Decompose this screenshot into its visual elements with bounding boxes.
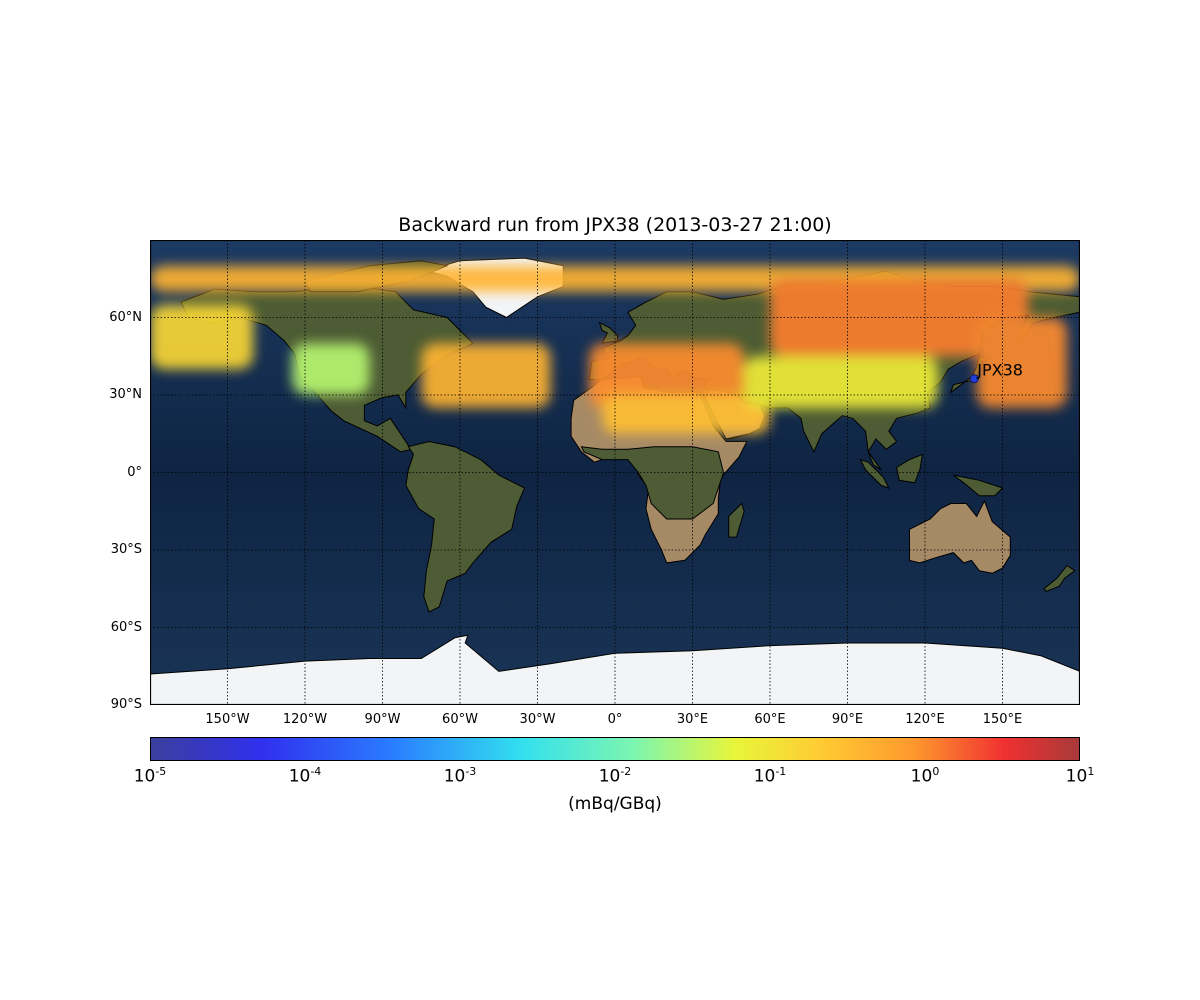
plume-sahara-arabia [602,395,770,434]
south-america-land [405,440,526,613]
chart-title: Backward run from JPX38 (2013-03-27 21:0… [398,214,832,236]
lon-tick-label: 30°E [676,712,709,727]
uk-land [598,321,619,344]
tick-base: 10 [133,766,156,787]
map-border [150,240,1080,705]
colorbar-unit-label: (mBq/GBq) [568,794,662,814]
lat-tick-label: 60°S [110,619,142,635]
plume-north-america [292,343,370,395]
tick-exponent: 1 [1087,765,1095,778]
colorbar-tick-label: 10-1 [740,765,800,787]
station-marker[interactable] [969,374,979,384]
new-guinea-land [953,474,1004,497]
plume-east-pacific-alaska [150,304,254,370]
station-label: JPX38 [976,361,1023,380]
tick-exponent: -3 [465,765,477,778]
tick-base: 10 [1065,766,1088,787]
colorbar-tick-label: 10-5 [120,765,180,787]
tick-base: 10 [443,766,466,787]
lon-tick-label: 90°W [364,712,401,727]
tick-exponent: 0 [932,765,940,778]
tick-base: 10 [288,766,311,787]
borneo-land [896,453,924,484]
lat-tick-label: 0° [127,464,142,480]
lat-tick-label: 60°N [109,309,142,325]
lon-tick-label: 60°E [754,712,786,727]
map-frame[interactable]: JPX38 [150,240,1080,705]
australia-land [909,499,1011,574]
central-africa-land [580,446,725,520]
lon-tick-label: 90°E [831,712,864,727]
colorbar-tick-label: 10-2 [585,765,645,787]
lon-tick-label: 0° [607,712,623,727]
lat-tick-label: 30°N [109,387,142,402]
lat-tick-label: 30°S [110,542,142,557]
map-canvas[interactable]: JPX38 [150,240,1080,705]
tick-base: 10 [753,766,776,787]
tick-exponent: -2 [620,765,632,778]
lon-tick-label: 120°E [905,712,945,727]
tick-base: 10 [910,766,933,787]
lon-tick-label: 60°W [442,712,478,727]
tick-base: 10 [598,766,621,787]
station-layer: JPX38 [969,361,1023,384]
madagascar-land [728,502,745,538]
colorbar-tick-label: 10-4 [275,765,335,787]
sumatra-land [859,458,890,489]
tick-exponent: -4 [310,765,322,778]
plume-europe-mediterranean [589,343,745,408]
colorbar [150,737,1080,761]
lon-tick-label: 30°W [519,712,556,727]
new-zealand-land [1043,564,1076,592]
plume-central-asia [744,356,938,408]
graticule [150,240,1080,705]
tick-exponent: -5 [155,765,167,778]
lon-tick-label: 150°E [982,712,1023,727]
colorbar-tick-label: 100 [895,765,955,787]
colorbar-tick-label: 10-3 [430,765,490,787]
lat-tick-label: 90°S [110,697,142,712]
colorbar-tick-label: 101 [1050,765,1110,787]
tick-exponent: -1 [775,765,787,778]
plume-north-atlantic [421,343,551,408]
lon-tick-label: 120°W [282,712,328,727]
plume-north-pacific [976,317,1068,408]
lon-tick-label: 150°W [205,712,250,727]
